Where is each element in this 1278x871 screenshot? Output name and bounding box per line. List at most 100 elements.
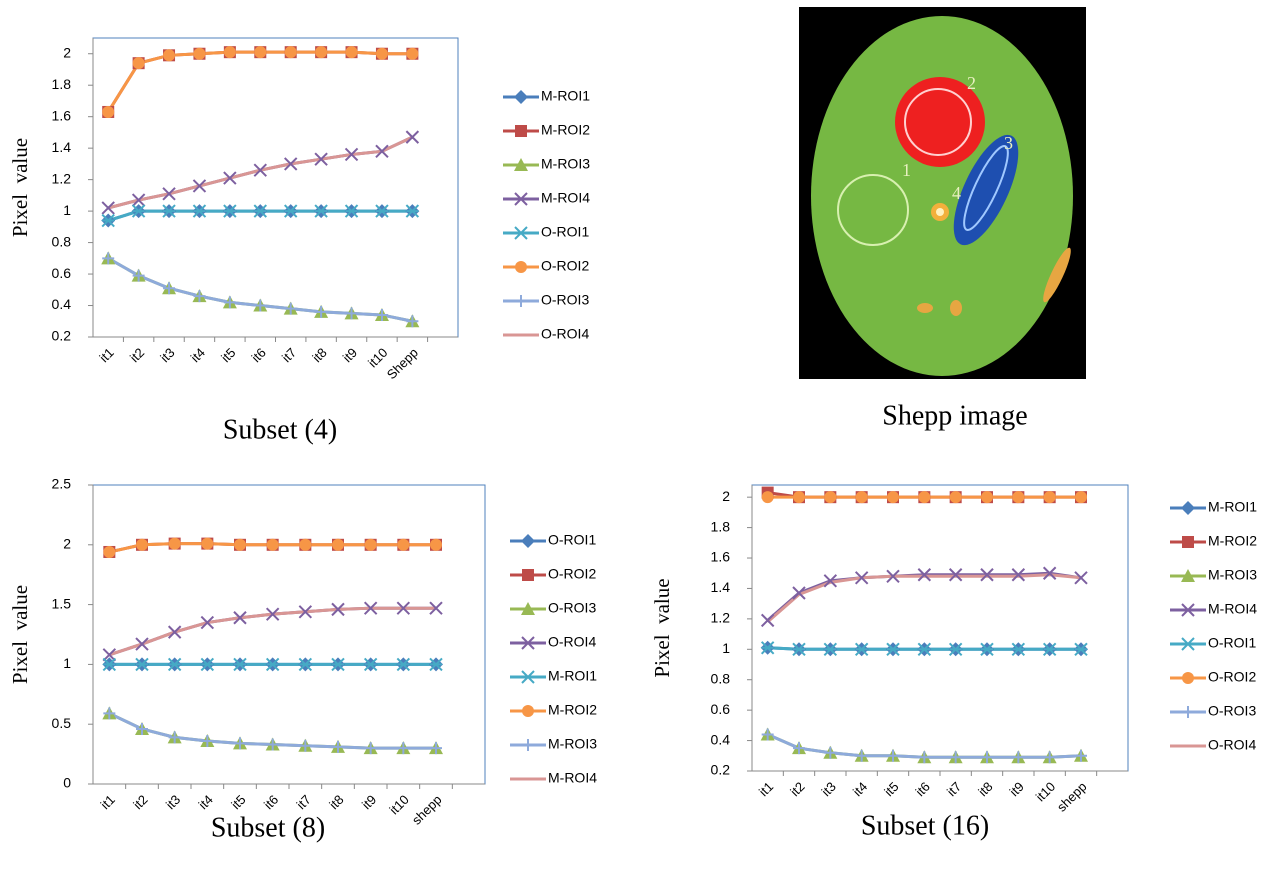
x-tick-label: it6: [261, 792, 281, 812]
series-line: [108, 52, 412, 112]
y-axis-label: Pixel value: [8, 585, 32, 684]
x-tick-label: it8: [309, 345, 329, 365]
legend-label: O-ROI1: [548, 532, 596, 548]
x-tick-label: shepp: [1054, 779, 1090, 815]
roi-label: 1: [902, 160, 911, 180]
y-tick-label: 2: [722, 488, 730, 504]
y-tick-label: 1: [63, 655, 71, 671]
y-tick-label: 1.2: [711, 610, 731, 626]
y-tick-label: 0.6: [52, 265, 72, 281]
marker: [522, 671, 534, 683]
x-tick-label: it6: [249, 345, 269, 365]
marker: [285, 46, 297, 58]
x-tick-label: it2: [130, 792, 150, 812]
marker: [1182, 536, 1194, 548]
marker: [1182, 638, 1194, 650]
series-line: [108, 137, 412, 208]
series-line: [108, 52, 412, 112]
marker: [981, 491, 993, 503]
marker: [522, 705, 534, 717]
marker: [793, 491, 805, 503]
marker: [254, 46, 266, 58]
phantom-body: [811, 16, 1073, 376]
y-axis-label: Pixel value: [650, 578, 674, 677]
y-tick-label: 1.4: [711, 579, 731, 595]
marker: [824, 491, 836, 503]
y-tick-label: 0.8: [52, 233, 72, 249]
x-tick-label: it3: [163, 792, 183, 812]
y-tick-label: 1.8: [711, 518, 731, 534]
legend-label: M-ROI1: [1208, 499, 1257, 515]
marker: [267, 539, 279, 551]
marker: [1075, 491, 1087, 503]
x-tick-label: it3: [819, 779, 839, 799]
legend-label: O-ROI4: [1208, 737, 1256, 753]
marker: [397, 539, 409, 551]
legend-label: M-ROI4: [541, 190, 590, 206]
marker: [224, 46, 236, 58]
marker: [430, 539, 442, 551]
figure: 1 2 3 4 Shepp image 0.20.40.60.811.21.41…: [0, 0, 1278, 871]
y-tick-label: 1.8: [52, 76, 72, 92]
legend-label: O-ROI1: [541, 224, 589, 240]
marker: [234, 539, 246, 551]
legend-label: M-ROI1: [548, 668, 597, 684]
x-tick-label: it1: [756, 779, 776, 799]
legend-label: M-ROI3: [1208, 567, 1257, 583]
marker: [514, 90, 528, 104]
legend-label: O-ROI3: [541, 292, 589, 308]
x-tick-label: it3: [157, 345, 177, 365]
roi-4-core: [936, 208, 944, 216]
marker: [103, 546, 115, 558]
legend-label: O-ROI2: [541, 258, 589, 274]
series-line: [108, 258, 412, 321]
legend-label: M-ROI2: [541, 122, 590, 138]
marker: [299, 539, 311, 551]
marker: [1182, 672, 1194, 684]
legend-label: O-ROI1: [1208, 635, 1256, 651]
x-tick-label: it2: [787, 779, 807, 799]
x-tick-label: it5: [881, 779, 901, 799]
marker: [163, 49, 175, 61]
series-line: [108, 258, 412, 321]
x-tick-label: it9: [359, 792, 379, 812]
y-tick-label: 0.2: [711, 762, 731, 778]
chart-title: Subset (8): [211, 812, 325, 843]
x-tick-label: it7: [294, 792, 314, 812]
small-feature: [917, 303, 933, 313]
x-tick-label: it8: [326, 792, 346, 812]
plot-frame: [93, 485, 485, 784]
x-tick-label: shepp: [409, 792, 445, 828]
marker: [346, 46, 358, 58]
plot-frame: [752, 485, 1128, 771]
marker: [515, 227, 527, 239]
x-tick-label: Shepp: [384, 345, 421, 382]
line-chart: 00.511.522.5it1it2it3it4it5it6it7it8it9i…: [8, 476, 597, 844]
marker: [856, 491, 868, 503]
x-tick-label: it10: [1033, 779, 1058, 804]
marker: [193, 48, 205, 60]
y-tick-label: 1: [63, 202, 71, 218]
marker: [169, 538, 181, 550]
marker: [515, 125, 527, 137]
y-tick-label: 0.4: [52, 296, 72, 312]
y-tick-label: 2: [63, 536, 71, 552]
marker: [522, 739, 534, 751]
marker: [102, 106, 114, 118]
legend-label: O-ROI2: [548, 566, 596, 582]
y-tick-label: 2: [63, 44, 71, 60]
y-tick-label: 1.6: [52, 107, 72, 123]
x-tick-label: it5: [228, 792, 248, 812]
marker: [1181, 501, 1195, 515]
marker: [515, 295, 527, 307]
roi-label: 3: [1004, 133, 1013, 153]
x-tick-label: it8: [975, 779, 995, 799]
marker: [918, 491, 930, 503]
marker: [950, 491, 962, 503]
legend-label: M-ROI4: [548, 770, 597, 786]
y-tick-label: 2.5: [52, 476, 72, 492]
x-tick-label: it10: [365, 345, 390, 370]
y-tick-label: 0: [63, 775, 71, 791]
